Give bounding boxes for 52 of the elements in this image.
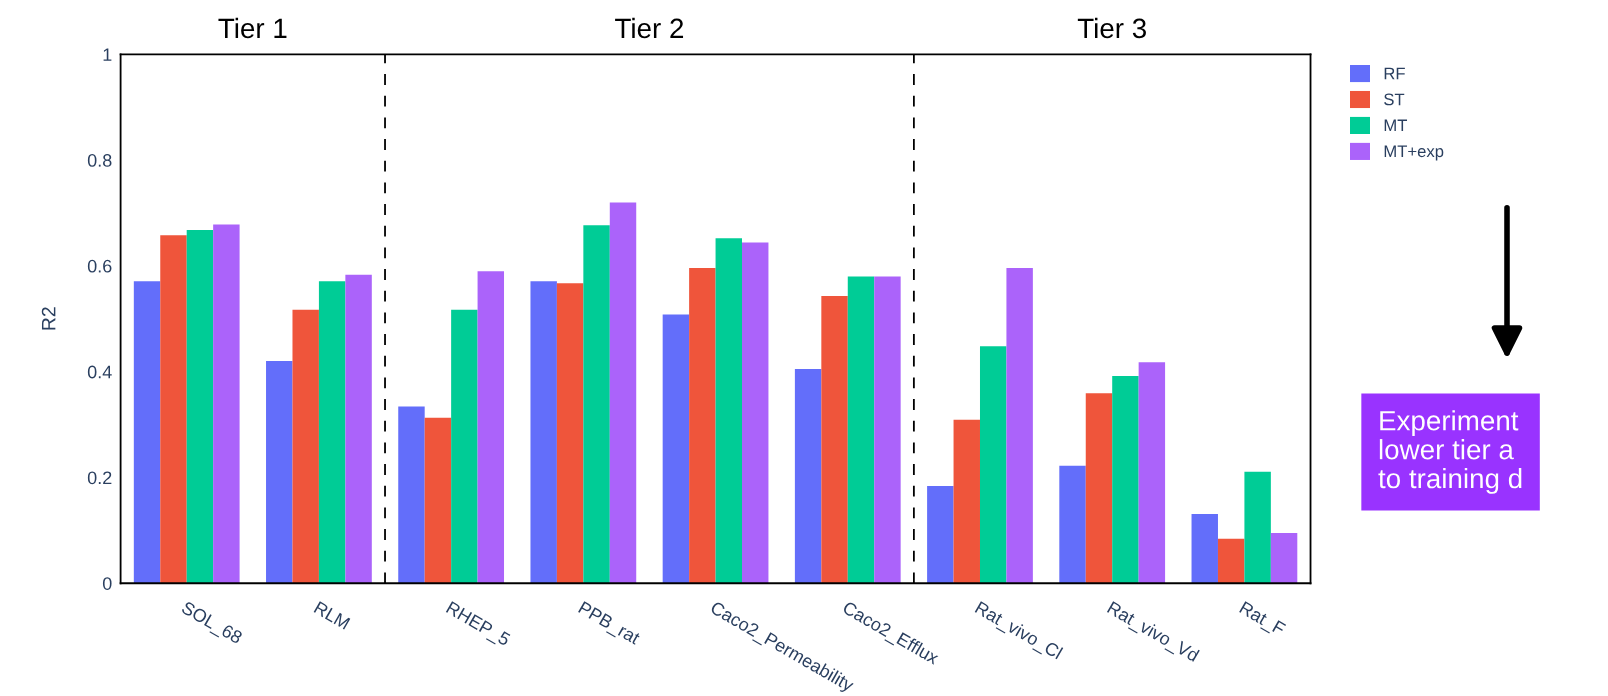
bar xyxy=(1270,533,1298,584)
y-tick-label: 0.8 xyxy=(87,154,112,167)
bar xyxy=(1217,538,1245,584)
legend-label: ST xyxy=(1384,93,1405,106)
bar xyxy=(1138,362,1166,584)
y-tick-label: 1 xyxy=(103,48,112,61)
bar xyxy=(821,296,848,584)
y-axis-title: R2 xyxy=(41,307,56,330)
bar xyxy=(1006,267,1033,584)
bar xyxy=(1112,375,1139,584)
bar xyxy=(927,485,954,584)
x-tick-label: RLM xyxy=(313,601,351,630)
y-tick-label: 0.6 xyxy=(87,259,112,273)
bar xyxy=(292,309,319,584)
bar xyxy=(266,361,293,584)
bar xyxy=(662,314,690,584)
bar xyxy=(1244,471,1271,584)
bar xyxy=(451,309,478,584)
legend-label: MT xyxy=(1384,119,1408,132)
text: Tier 1 xyxy=(218,17,287,39)
bar xyxy=(794,369,822,584)
bar xyxy=(186,229,214,584)
bar xyxy=(742,242,769,584)
bar xyxy=(477,271,505,584)
bar xyxy=(556,283,584,584)
bar xyxy=(847,276,875,584)
y-tick-label: 0.4 xyxy=(87,365,112,379)
bar xyxy=(689,267,716,584)
bar xyxy=(345,274,372,584)
bar xyxy=(609,202,637,584)
bar xyxy=(1085,393,1113,584)
bar xyxy=(160,235,187,584)
bar xyxy=(398,406,425,584)
bar xyxy=(953,419,980,584)
bar xyxy=(874,276,901,584)
bar xyxy=(213,224,240,584)
bar xyxy=(318,281,346,584)
y-tick-label: 0.2 xyxy=(87,471,112,485)
bar xyxy=(1059,465,1086,584)
bar xyxy=(1191,513,1218,584)
legend-label: RF xyxy=(1384,67,1405,80)
text: Tier 2 xyxy=(615,17,684,39)
y-tick-label: 0 xyxy=(102,577,112,590)
bar xyxy=(583,225,610,584)
text: Experiment lower tier a to training d xyxy=(1378,410,1522,494)
bar xyxy=(133,281,161,584)
bar xyxy=(424,417,452,584)
bar xyxy=(715,238,742,584)
bar xyxy=(530,281,557,584)
legend-label: MT+exp xyxy=(1384,145,1444,161)
text: Tier 3 xyxy=(1077,17,1146,39)
bar xyxy=(979,346,1007,584)
